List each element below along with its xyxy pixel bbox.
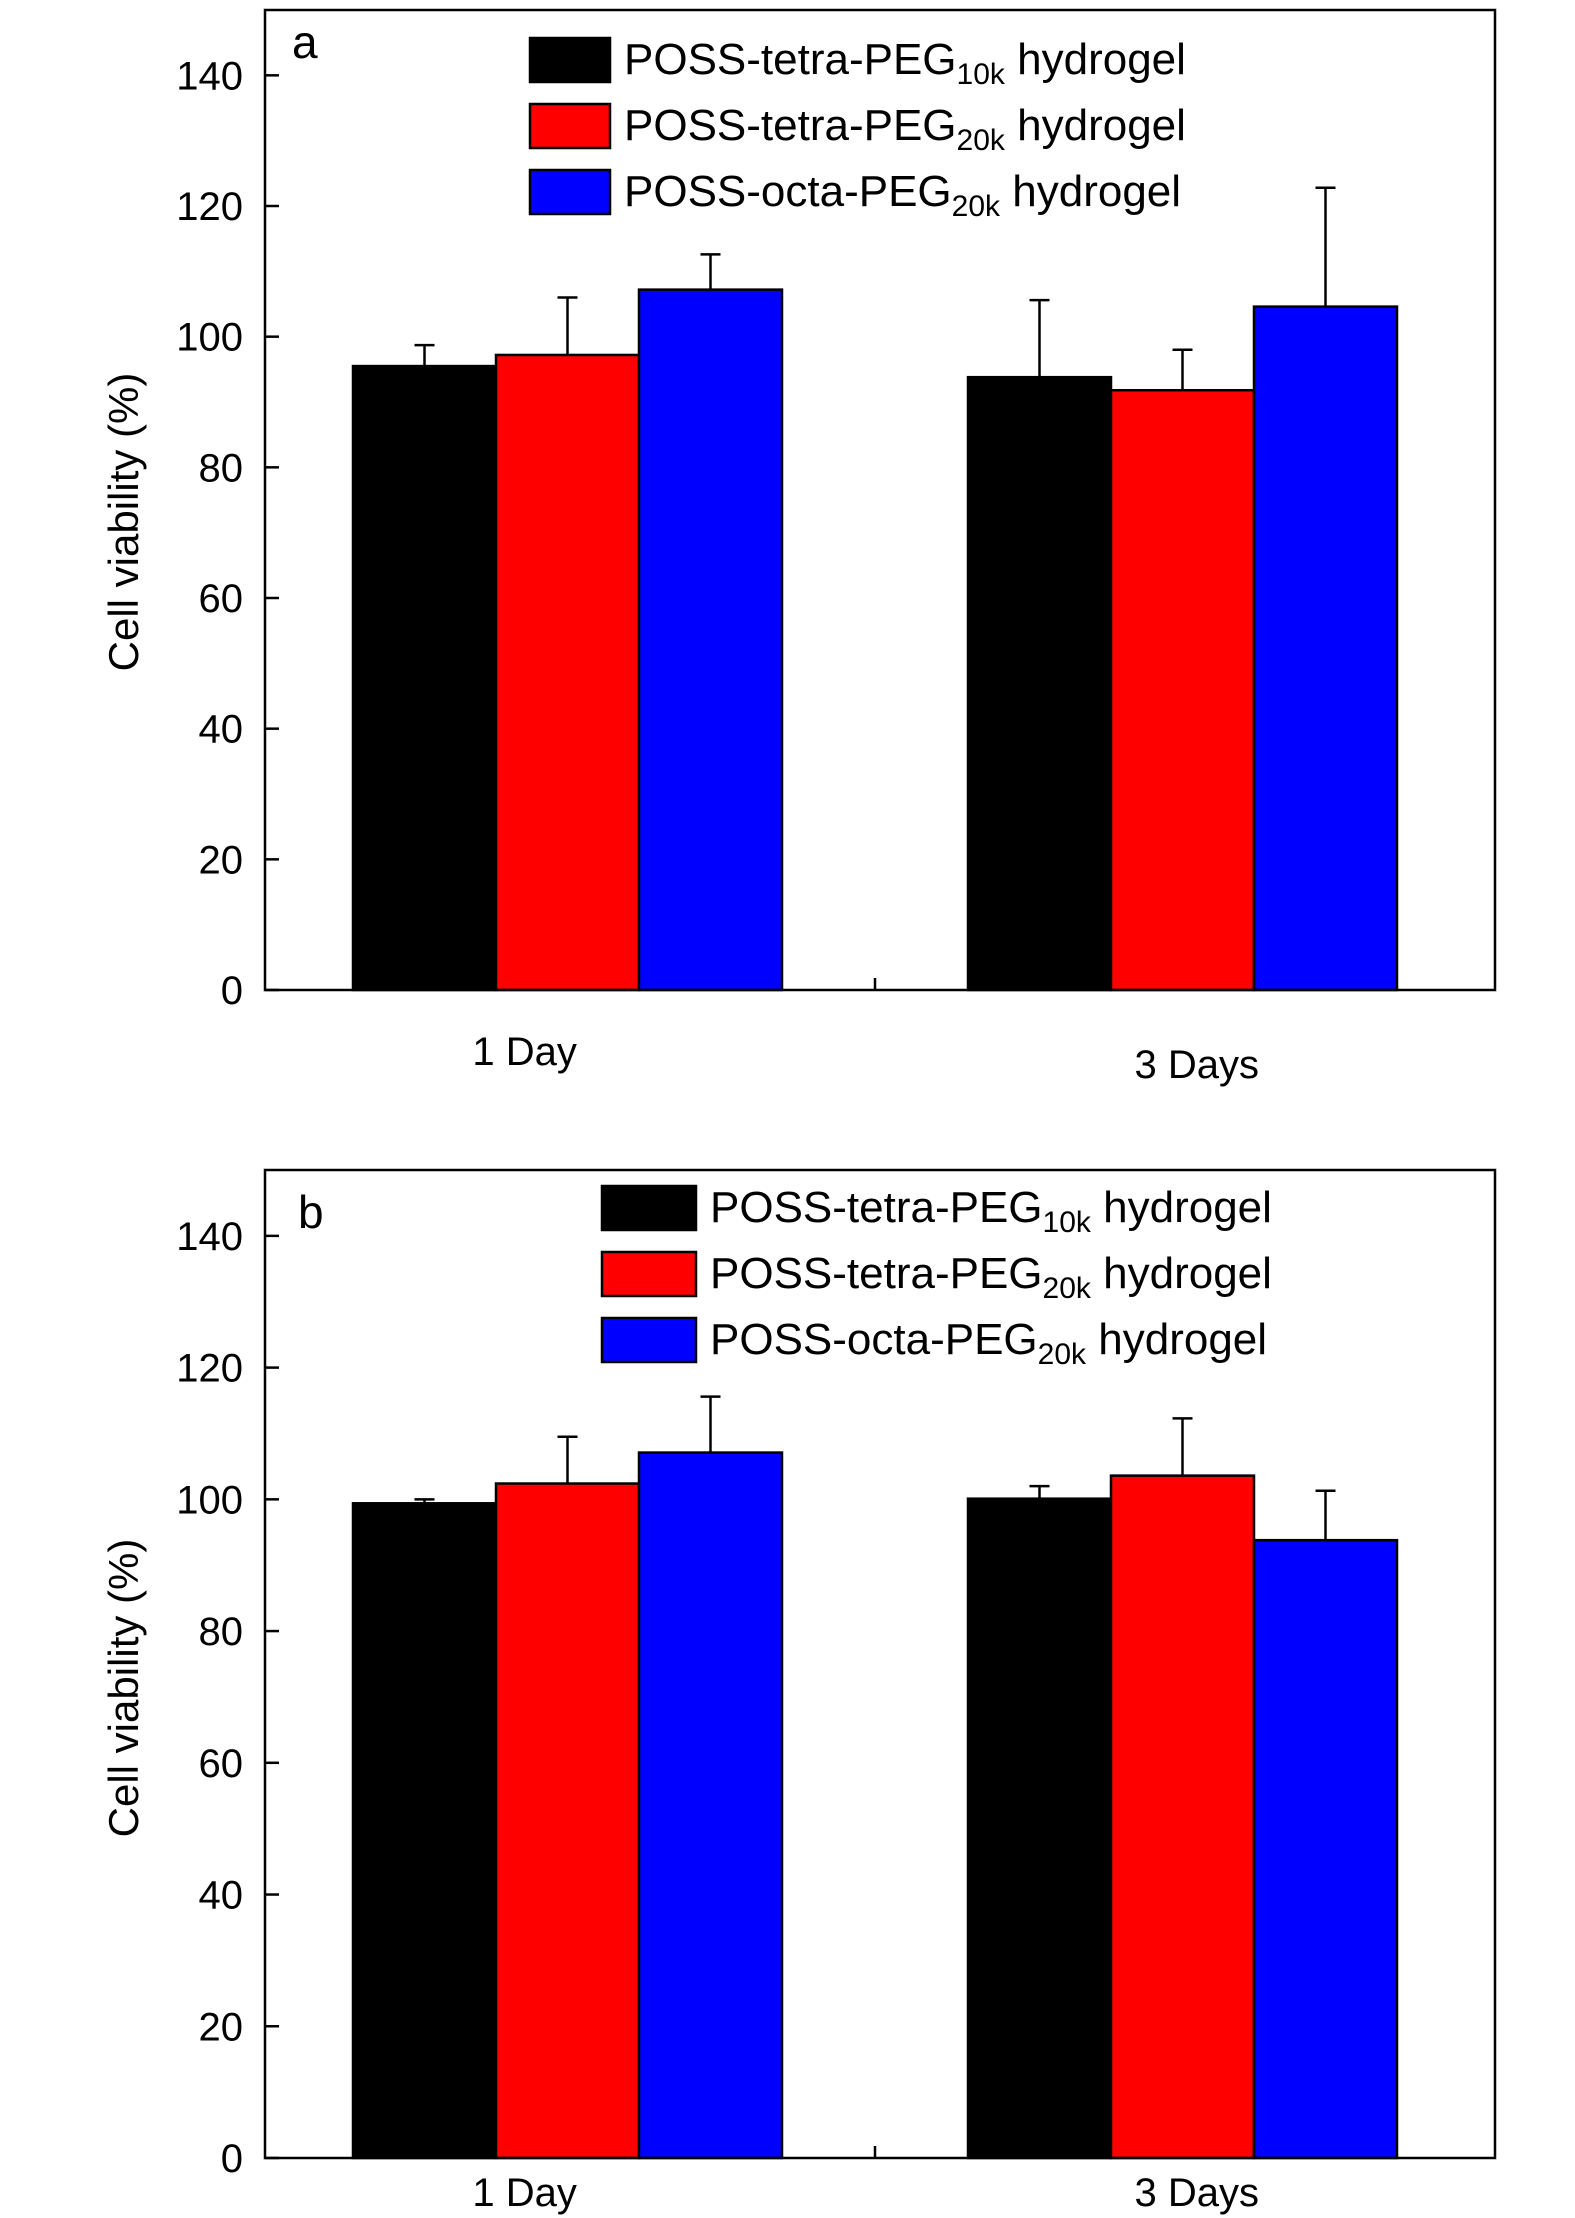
y-tick-label: 140 bbox=[176, 54, 243, 98]
bar bbox=[494, 1482, 641, 2160]
legend-swatch bbox=[528, 36, 612, 84]
bar bbox=[1252, 1538, 1399, 2160]
panel-a: Cell viability (%) a 0 20 40 60 80 100 120 140 1… bbox=[100, 8, 1497, 1087]
bar bbox=[494, 353, 641, 992]
y-axis-title: Cell viability (%) bbox=[100, 1539, 147, 1838]
legend-label: POSS-octa-PEG20k hydrogel bbox=[624, 167, 1181, 223]
y-axis-title: Cell viability (%) bbox=[100, 373, 147, 672]
bar bbox=[1109, 388, 1256, 992]
y-tick-label: 100 bbox=[176, 316, 243, 360]
y-tick-label: 40 bbox=[199, 1874, 244, 1918]
y-tick-label: 120 bbox=[176, 185, 243, 229]
legend-swatch bbox=[600, 1250, 698, 1298]
y-tick-label: 100 bbox=[176, 1478, 243, 1522]
panel-label: b bbox=[298, 1186, 324, 1238]
bar bbox=[966, 375, 1113, 992]
plot-frame bbox=[263, 1168, 1497, 2160]
y-tick-label: 20 bbox=[199, 838, 244, 882]
y-tick-label: 40 bbox=[199, 708, 244, 752]
bar bbox=[1109, 1474, 1256, 2160]
y-tick-label: 60 bbox=[199, 1742, 244, 1786]
legend-swatch bbox=[528, 168, 612, 216]
y-tick-label: 80 bbox=[199, 446, 244, 490]
legend-swatch bbox=[528, 102, 612, 150]
y-tick-label: 120 bbox=[176, 1347, 243, 1391]
x-tick-label: 1 Day bbox=[472, 1030, 577, 1074]
y-tick-label: 0 bbox=[221, 2137, 243, 2181]
bar bbox=[1252, 305, 1399, 992]
y-tick-label: 20 bbox=[199, 2005, 244, 2049]
legend-swatch bbox=[600, 1184, 698, 1232]
legend-label: POSS-tetra-PEG20k hydrogel bbox=[710, 1249, 1272, 1305]
panel-label: a bbox=[292, 16, 318, 68]
y-tick-label: 60 bbox=[199, 577, 244, 621]
legend-label: POSS-tetra-PEG10k hydrogel bbox=[624, 35, 1186, 91]
bar bbox=[637, 288, 784, 992]
legend-label: POSS-tetra-PEG20k hydrogel bbox=[624, 101, 1186, 157]
legend-swatch bbox=[600, 1316, 698, 1364]
legend-label: POSS-octa-PEG20k hydrogel bbox=[710, 1315, 1267, 1371]
y-tick-label: 0 bbox=[221, 969, 243, 1013]
y-tick-label: 140 bbox=[176, 1215, 243, 1259]
legend-label: POSS-tetra-PEG10k hydrogel bbox=[710, 1183, 1272, 1239]
plot-frame bbox=[263, 8, 1497, 992]
bar bbox=[351, 364, 498, 992]
bar bbox=[637, 1451, 784, 2160]
legend: POSS-tetra-PEG10k hydrogel POSS-tetra-PEG… bbox=[600, 1183, 1272, 1371]
legend: POSS-tetra-PEG10k hydrogel POSS-tetra-PEG… bbox=[528, 35, 1186, 223]
x-tick-label: 3 Days bbox=[1135, 2171, 1260, 2215]
bar bbox=[351, 1502, 498, 2160]
bar bbox=[966, 1497, 1113, 2160]
x-tick-label: 3 Days bbox=[1135, 1043, 1260, 1087]
y-tick-label: 80 bbox=[199, 1610, 244, 1654]
panel-b: Cell viability (%) b 0 20 40 60 80 100 120 140 1… bbox=[100, 1168, 1497, 2215]
x-tick-label: 1 Day bbox=[472, 2171, 577, 2215]
